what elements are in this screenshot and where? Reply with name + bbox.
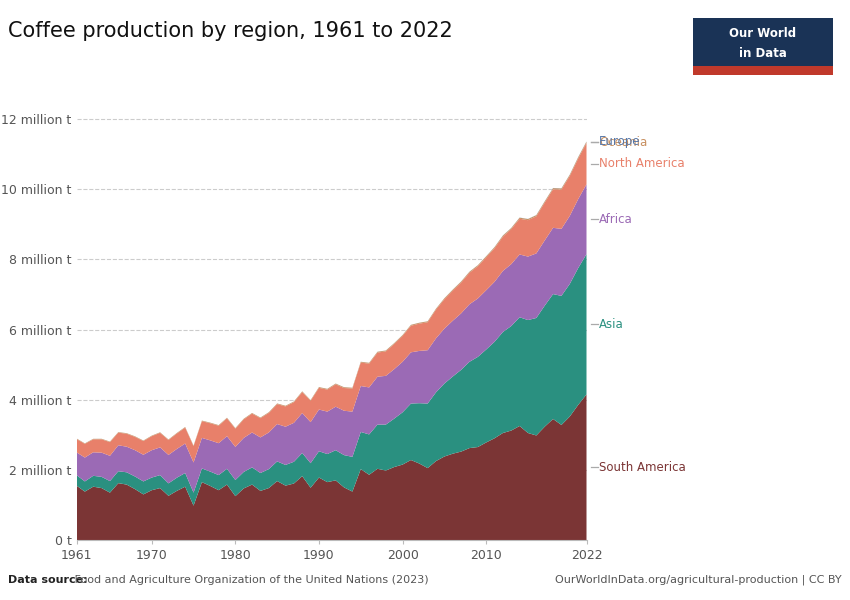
- Text: North America: North America: [599, 157, 685, 170]
- Text: Africa: Africa: [599, 213, 633, 226]
- Text: Food and Agriculture Organization of the United Nations (2023): Food and Agriculture Organization of the…: [71, 575, 428, 585]
- Text: Data source:: Data source:: [8, 575, 88, 585]
- Text: in Data: in Data: [739, 47, 787, 59]
- Text: OurWorldInData.org/agricultural-production | CC BY: OurWorldInData.org/agricultural-producti…: [555, 575, 842, 585]
- Text: Europe: Europe: [599, 135, 641, 148]
- Text: South America: South America: [599, 461, 686, 474]
- Text: Our World: Our World: [729, 27, 796, 40]
- Text: Asia: Asia: [599, 318, 624, 331]
- Text: Oceania: Oceania: [599, 136, 648, 149]
- Text: Coffee production by region, 1961 to 2022: Coffee production by region, 1961 to 202…: [8, 21, 453, 41]
